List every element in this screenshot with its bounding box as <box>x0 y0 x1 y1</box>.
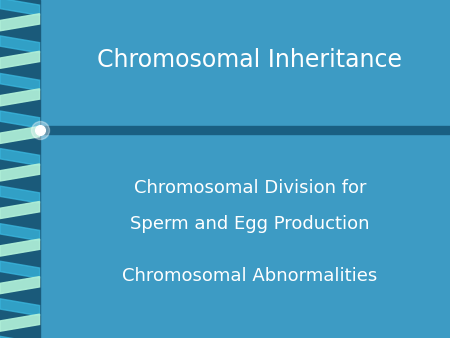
Polygon shape <box>0 261 40 278</box>
Text: Sperm and Egg Production: Sperm and Egg Production <box>130 215 369 233</box>
Bar <box>40 126 450 134</box>
Polygon shape <box>0 201 40 219</box>
Polygon shape <box>0 89 40 106</box>
Polygon shape <box>0 36 40 53</box>
Polygon shape <box>0 51 40 68</box>
Polygon shape <box>0 164 40 181</box>
Polygon shape <box>0 336 40 338</box>
Bar <box>0 0 40 338</box>
Text: Chromosomal Abnormalities: Chromosomal Abnormalities <box>122 267 378 285</box>
Polygon shape <box>0 299 40 316</box>
Polygon shape <box>0 126 40 143</box>
Polygon shape <box>0 239 40 256</box>
Text: Chromosomal Inheritance: Chromosomal Inheritance <box>97 48 402 72</box>
Text: Chromosomal Division for: Chromosomal Division for <box>134 179 366 197</box>
Polygon shape <box>0 73 40 91</box>
Polygon shape <box>0 276 40 294</box>
Polygon shape <box>0 111 40 128</box>
Polygon shape <box>0 186 40 203</box>
Polygon shape <box>0 224 40 241</box>
Polygon shape <box>0 148 40 166</box>
Polygon shape <box>0 314 40 331</box>
Polygon shape <box>0 14 40 31</box>
Polygon shape <box>0 0 40 16</box>
